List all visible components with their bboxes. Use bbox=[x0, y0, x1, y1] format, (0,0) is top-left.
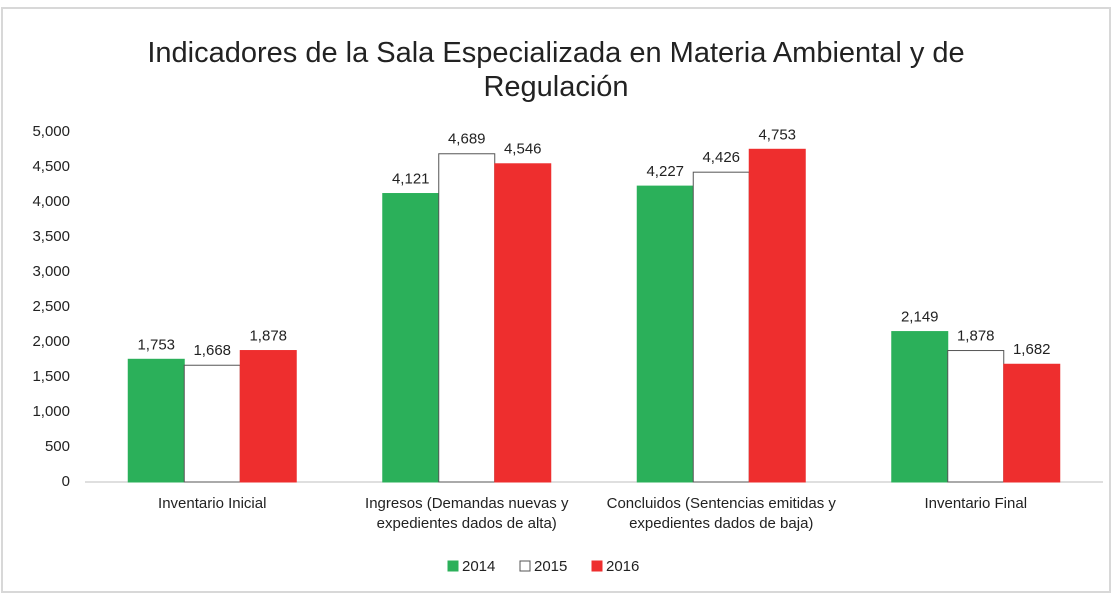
data-label: 1,878 bbox=[249, 328, 287, 345]
y-tick-label: 5,000 bbox=[32, 123, 70, 140]
legend-swatch bbox=[519, 560, 531, 572]
bar bbox=[748, 148, 806, 483]
bar bbox=[494, 163, 552, 483]
y-tick-label: 1,500 bbox=[32, 368, 70, 385]
bar bbox=[692, 171, 750, 483]
frame bbox=[1, 7, 1111, 593]
data-label: 4,753 bbox=[758, 126, 796, 143]
data-label: 4,426 bbox=[702, 149, 740, 166]
data-label: 4,121 bbox=[392, 170, 430, 187]
data-label: 2,149 bbox=[901, 309, 939, 326]
legend-label: 2016 bbox=[606, 558, 639, 575]
bar bbox=[183, 364, 241, 483]
x-tick-label: Inventario Final bbox=[924, 495, 1028, 512]
legend-label: 2015 bbox=[534, 558, 567, 575]
legend-swatch bbox=[591, 560, 603, 572]
y-tick-label: 3,500 bbox=[32, 228, 70, 245]
y-tick-label: 4,500 bbox=[32, 158, 70, 175]
x-tick-label: Concluidos (Sentencias emitidas y expedi… bbox=[606, 495, 836, 532]
chart-title: Indicadores de la Sala Especializada en … bbox=[147, 37, 965, 103]
bar bbox=[1003, 363, 1061, 483]
data-label: 4,689 bbox=[448, 131, 486, 148]
legend-label: 2014 bbox=[462, 558, 495, 575]
x-tick-label: Inventario Inicial bbox=[158, 495, 267, 512]
legend-swatch bbox=[447, 560, 459, 572]
y-tick-label: 4,000 bbox=[32, 193, 70, 210]
y-tick-label: 3,000 bbox=[32, 263, 70, 280]
data-label: 1,753 bbox=[137, 336, 175, 353]
data-label: 1,668 bbox=[193, 342, 231, 359]
y-tick-label: 2,500 bbox=[32, 298, 70, 315]
data-label: 4,546 bbox=[504, 141, 542, 158]
data-label: 1,682 bbox=[1013, 341, 1051, 358]
bar bbox=[382, 193, 440, 483]
data-label: 4,227 bbox=[646, 163, 684, 180]
bar bbox=[947, 350, 1005, 483]
bar bbox=[438, 153, 496, 483]
bar bbox=[127, 358, 185, 483]
bar bbox=[891, 331, 949, 483]
y-tick-label: 0 bbox=[62, 473, 70, 490]
y-tick-label: 500 bbox=[45, 438, 70, 455]
y-tick-label: 1,000 bbox=[32, 403, 70, 420]
data-label: 1,878 bbox=[957, 328, 995, 345]
bar bbox=[636, 185, 694, 483]
x-tick-label: Ingresos (Demandas nuevas y expedientes … bbox=[365, 495, 569, 532]
y-tick-label: 2,000 bbox=[32, 333, 70, 350]
bar bbox=[239, 350, 297, 483]
